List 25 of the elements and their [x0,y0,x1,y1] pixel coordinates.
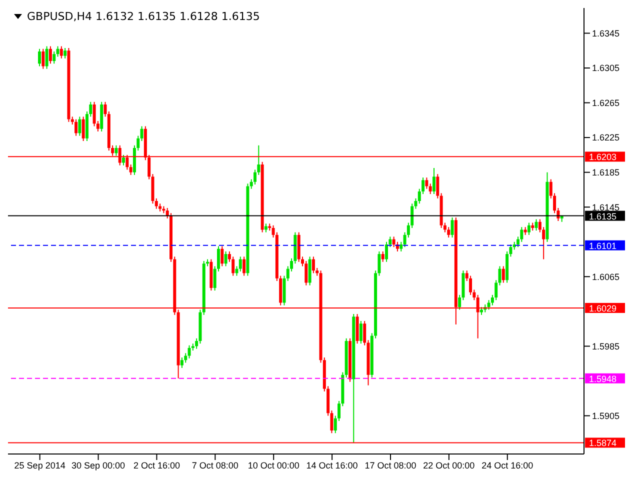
ref-line-label: 1.6203 [589,152,617,162]
y-tick-label: 1.6265 [592,98,620,108]
x-tick-label: 2 Oct 16:00 [133,460,180,470]
y-tick-label: 1.6305 [592,63,620,74]
y-tick-label: 1.6065 [592,272,620,282]
x-tick-label: 7 Oct 08:00 [192,460,238,470]
x-tick-label: 10 Oct 00:00 [248,460,300,470]
y-tick-label: 1.6345 [592,28,620,38]
y-tick-label: 1.5905 [592,410,620,421]
ref-line-label: 1.6029 [589,303,617,314]
ref-line-label: 1.6135 [589,211,617,222]
y-tick-label: 1.6145 [592,202,620,212]
x-tick-label: 17 Oct 08:00 [364,460,416,470]
ref-line-label: 1.5874 [589,438,617,448]
chart-title: GBPUSD,H4 1.6132 1.6135 1.6128 1.6135 [26,10,260,23]
x-tick-label: 24 Oct 16:00 [482,460,534,470]
ref-line-label: 1.5948 [589,374,617,384]
ref-line-label: 1.6101 [589,240,617,251]
y-tick-label: 1.6185 [592,168,620,178]
y-tick-label: 1.5985 [592,341,620,352]
y-tick-label: 1.6225 [592,132,620,143]
x-tick-label: 22 Oct 00:00 [423,460,475,470]
x-tick-label: 14 Oct 16:00 [306,460,358,470]
x-tick-label: 25 Sep 2014 [14,460,66,470]
x-tick-label: 30 Sep 00:00 [71,460,126,470]
